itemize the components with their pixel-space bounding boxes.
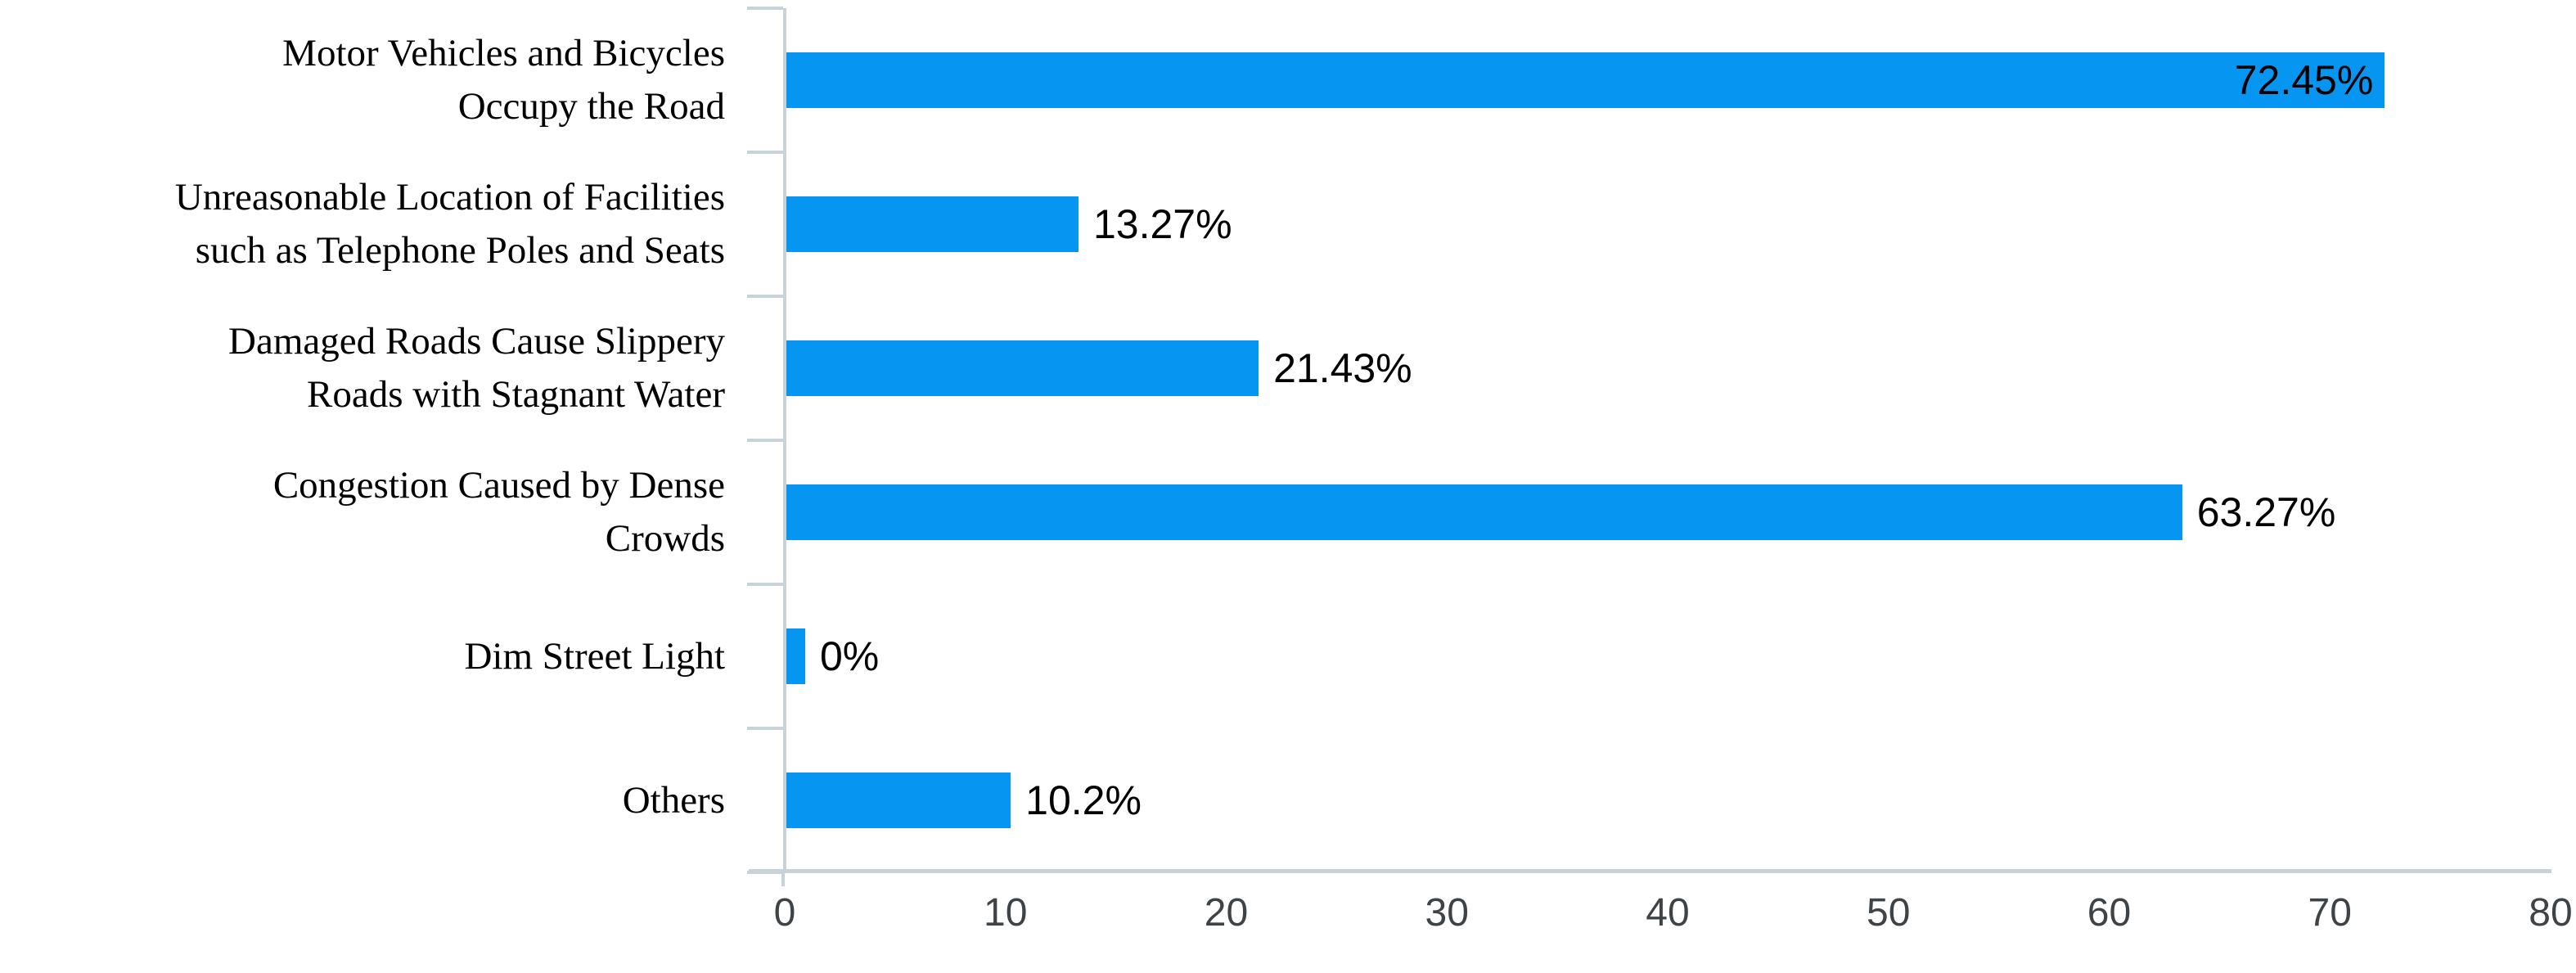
bar (786, 628, 805, 684)
chart-row: Dim Street Light 0% (0, 584, 2551, 728)
value-axis-tick-label: 0 (773, 891, 796, 935)
value-label: 21.43% (1273, 345, 1412, 391)
category-label: Unreasonable Location of Facilities such … (0, 171, 786, 277)
category-label: Others (0, 774, 786, 827)
plot-cell: 63.27% (786, 440, 2551, 584)
category-label-line: Dim Street Light (464, 634, 725, 678)
value-label: 10.2% (1025, 777, 1142, 823)
value-axis-tick-label: 20 (1204, 891, 1249, 935)
value-label: 13.27% (1092, 201, 1232, 247)
value-axis-tick-label: 50 (1867, 891, 1911, 935)
category-label-line: Crowds (605, 517, 725, 560)
bar (786, 484, 2182, 540)
category-axis-line (783, 8, 786, 872)
value-label: 0% (820, 633, 880, 679)
bar (786, 773, 1011, 828)
chart-row: Damaged Roads Cause Slippery Roads with S… (0, 296, 2551, 440)
plot-cell: 10.2% (786, 728, 2551, 872)
plot-rows: Motor Vehicles and Bicycles Occupy the Ro… (0, 8, 2551, 872)
category-label: Motor Vehicles and Bicycles Occupy the Ro… (0, 27, 786, 133)
chart-row: Congestion Caused by Dense Crowds 63.27% (0, 440, 2551, 584)
category-label-line: Unreasonable Location of Facilities (174, 176, 725, 219)
value-axis-origin-tick (781, 873, 785, 886)
value-axis-tick-label: 30 (1425, 891, 1469, 935)
plot-cell: 21.43% (786, 296, 2551, 440)
category-axis-tick (747, 871, 783, 874)
value-axis-tick-label: 70 (2308, 891, 2352, 935)
chart-row: Unreasonable Location of Facilities such … (0, 152, 2551, 296)
category-axis-tick (747, 439, 783, 442)
category-label-line: Roads with Stagnant Water (307, 373, 725, 416)
category-axis-tick (747, 727, 783, 730)
value-axis-tick-label: 80 (2529, 891, 2573, 935)
value-axis-tick-label: 60 (2087, 891, 2132, 935)
category-label: Dim Street Light (0, 630, 786, 683)
category-label: Congestion Caused by Dense Crowds (0, 459, 786, 565)
plot-cell: 0% (786, 584, 2551, 728)
value-label: 63.27% (2196, 489, 2336, 535)
value-axis-tick-label: 40 (1646, 891, 1690, 935)
value-label: 72.45% (2234, 57, 2374, 103)
chart-row: Others 10.2% (0, 728, 2551, 872)
category-label-line: Motor Vehicles and Bicycles (282, 32, 725, 75)
category-axis-tick (747, 7, 783, 10)
bar (786, 52, 2385, 108)
plot-cell: 72.45% (786, 8, 2551, 152)
category-label-line: such as Telephone Poles and Seats (195, 229, 725, 272)
bar (786, 340, 1259, 396)
category-axis-tick (747, 583, 783, 586)
category-label-line: Damaged Roads Cause Slippery (228, 320, 725, 363)
value-axis-tick-label: 10 (984, 891, 1028, 935)
category-label-line: Others (622, 778, 725, 822)
category-label-line: Congestion Caused by Dense (272, 464, 725, 507)
category-label: Damaged Roads Cause Slippery Roads with S… (0, 315, 786, 421)
value-axis-line (749, 869, 2551, 873)
chart-row: Motor Vehicles and Bicycles Occupy the Ro… (0, 8, 2551, 152)
category-label-line: Occupy the Road (457, 85, 725, 128)
category-axis-tick (747, 295, 783, 298)
bar (786, 196, 1079, 252)
plot-cell: 13.27% (786, 152, 2551, 296)
category-axis-tick (747, 151, 783, 154)
